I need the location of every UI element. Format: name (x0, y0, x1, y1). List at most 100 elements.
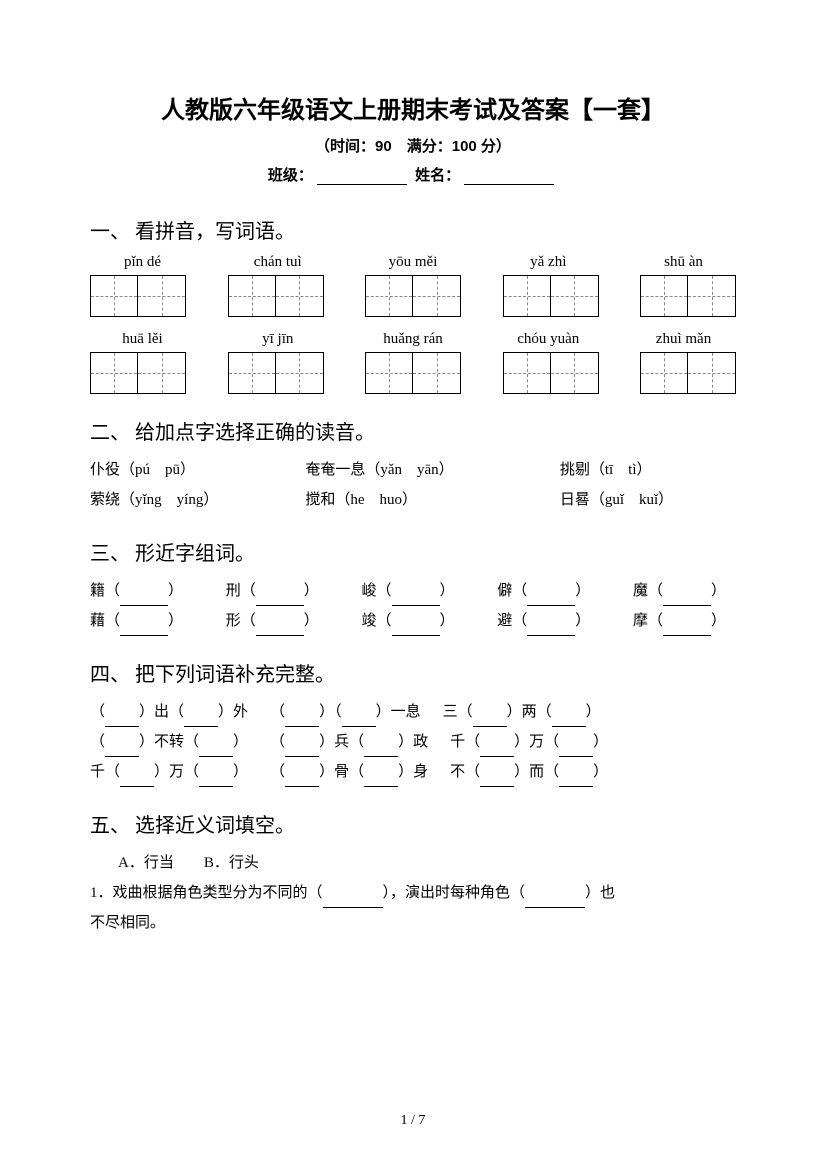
q4-item: （）不转（） (90, 727, 248, 757)
answer-blank[interactable] (559, 742, 593, 757)
q4-item: 千（）万（） (90, 757, 248, 787)
q3-item: 魔（） (633, 576, 726, 606)
answer-blank[interactable] (473, 712, 507, 727)
answer-blank[interactable] (480, 742, 514, 757)
q4-item: 千（）万（） (450, 727, 608, 757)
q1-head: 一、 看拼音，写词语。 (90, 215, 736, 244)
q5-line: 不尽相同。 (90, 908, 736, 938)
q2-item: 奄奄一息（yǎn yān） (305, 455, 559, 485)
answer-blank[interactable] (120, 591, 168, 606)
answer-blank[interactable] (285, 712, 319, 727)
answer-blank[interactable] (285, 742, 319, 757)
answer-blank[interactable] (663, 621, 711, 636)
answer-blank[interactable] (120, 621, 168, 636)
q4-item: （）兵（）政 (270, 727, 428, 757)
char-box-pair[interactable] (90, 275, 186, 317)
q5-options: A．行当 B．行头 (90, 848, 736, 878)
pinyin-label: zhuì mǎn (631, 331, 736, 348)
q4-body: （）出（）外（）（）一息三（）两（）（）不转（）（）兵（）政千（）万（）千（）万… (90, 697, 736, 787)
q2-item: 搅和（he huo） (305, 485, 559, 515)
answer-blank[interactable] (256, 621, 304, 636)
answer-blank[interactable] (199, 742, 233, 757)
char-box-pair[interactable] (228, 275, 324, 317)
q4-row: 千（）万（） （）骨（）身不（）而（） (90, 757, 736, 787)
q4-item: 三（）两（） (443, 697, 601, 727)
answer-blank[interactable] (323, 893, 383, 908)
q2-item: 挑剔（tī tì） (560, 455, 736, 485)
answer-blank[interactable] (285, 772, 319, 787)
answer-blank[interactable] (342, 712, 376, 727)
q3-item: 竣（） (361, 606, 454, 636)
answer-blank[interactable] (364, 772, 398, 787)
char-box-pair[interactable] (228, 352, 324, 394)
char-box-pair[interactable] (365, 275, 461, 317)
q3-item: 摩（） (633, 606, 726, 636)
q3-item: 峻（） (361, 576, 454, 606)
q4-item: 不（）而（） (450, 757, 608, 787)
q4-item: （）（）一息 (270, 697, 421, 727)
answer-blank[interactable] (105, 742, 139, 757)
name-blank[interactable] (464, 170, 554, 185)
char-box-pair[interactable] (503, 275, 599, 317)
q2-row: 仆役（pú pū） 奄奄一息（yǎn yān） 挑剔（tī tì） (90, 455, 736, 485)
q4-row: （）不转（） （）兵（）政千（）万（） (90, 727, 736, 757)
q3-item: 藉（） (90, 606, 183, 636)
pinyin-label: yōu měi (361, 254, 466, 271)
pinyin-label: yǎ zhì (496, 254, 601, 271)
q3-item: 刑（） (226, 576, 319, 606)
q5-line: 1．戏曲根据角色类型分为不同的（），演出时每种角色（）也 (90, 878, 736, 908)
answer-blank[interactable] (527, 621, 575, 636)
q2-item: 萦绕（yǐng yíng） (90, 485, 305, 515)
answer-blank[interactable] (525, 893, 585, 908)
answer-blank[interactable] (199, 772, 233, 787)
char-box-pair[interactable] (640, 352, 736, 394)
q3-item: 僻（） (497, 576, 590, 606)
pinyin-label: chóu yuàn (496, 331, 601, 348)
answer-blank[interactable] (364, 742, 398, 757)
answer-blank[interactable] (105, 712, 139, 727)
q4-item: （）骨（）身 (270, 757, 428, 787)
char-box-pair[interactable] (640, 275, 736, 317)
q1-box-row-1 (90, 275, 736, 317)
answer-blank[interactable] (392, 591, 440, 606)
name-label: 姓名： (415, 167, 460, 184)
pinyin-label: chán tuì (225, 254, 330, 271)
q4-item: （）出（）外 (90, 697, 248, 727)
pinyin-label: shū àn (631, 254, 736, 271)
exam-meta: （时间：90 满分：100 分） (90, 135, 736, 156)
q1-pinyin-row-1: pǐn dé chán tuì yōu měi yǎ zhì shū àn (90, 254, 736, 271)
q3-row: 籍（） 刑（） 峻（） 僻（） 魔（） (90, 576, 736, 606)
q2-item: 仆役（pú pū） (90, 455, 305, 485)
answer-blank[interactable] (527, 591, 575, 606)
student-fields: 班级： 姓名： (90, 164, 736, 185)
q3-item: 籍（） (90, 576, 183, 606)
answer-blank[interactable] (184, 712, 218, 727)
q3-item: 形（） (226, 606, 319, 636)
answer-blank[interactable] (552, 712, 586, 727)
q1-pinyin-row-2: huā lěi yī jīn huǎng rán chóu yuàn zhuì … (90, 331, 736, 348)
q4-row: （）出（）外 （）（）一息三（）两（） (90, 697, 736, 727)
answer-blank[interactable] (663, 591, 711, 606)
q3-head: 三、 形近字组词。 (90, 537, 736, 566)
answer-blank[interactable] (256, 591, 304, 606)
q2-row: 萦绕（yǐng yíng） 搅和（he huo） 日晷（guǐ kuǐ） (90, 485, 736, 515)
pinyin-label: yī jīn (225, 331, 330, 348)
page-title: 人教版六年级语文上册期末考试及答案【一套】 (90, 90, 736, 125)
class-label: 班级： (268, 167, 313, 184)
q1-box-row-2 (90, 352, 736, 394)
q2-item: 日晷（guǐ kuǐ） (560, 485, 736, 515)
answer-blank[interactable] (392, 621, 440, 636)
char-box-pair[interactable] (503, 352, 599, 394)
answer-blank[interactable] (480, 772, 514, 787)
char-box-pair[interactable] (365, 352, 461, 394)
pinyin-label: pǐn dé (90, 254, 195, 271)
q3-row: 藉（） 形（） 竣（） 避（） 摩（） (90, 606, 736, 636)
pinyin-label: huā lěi (90, 331, 195, 348)
q4-head: 四、 把下列词语补充完整。 (90, 658, 736, 687)
char-box-pair[interactable] (90, 352, 186, 394)
q3-item: 避（） (497, 606, 590, 636)
answer-blank[interactable] (120, 772, 154, 787)
answer-blank[interactable] (559, 772, 593, 787)
class-blank[interactable] (317, 170, 407, 185)
page-number: 1 / 7 (0, 1113, 826, 1129)
